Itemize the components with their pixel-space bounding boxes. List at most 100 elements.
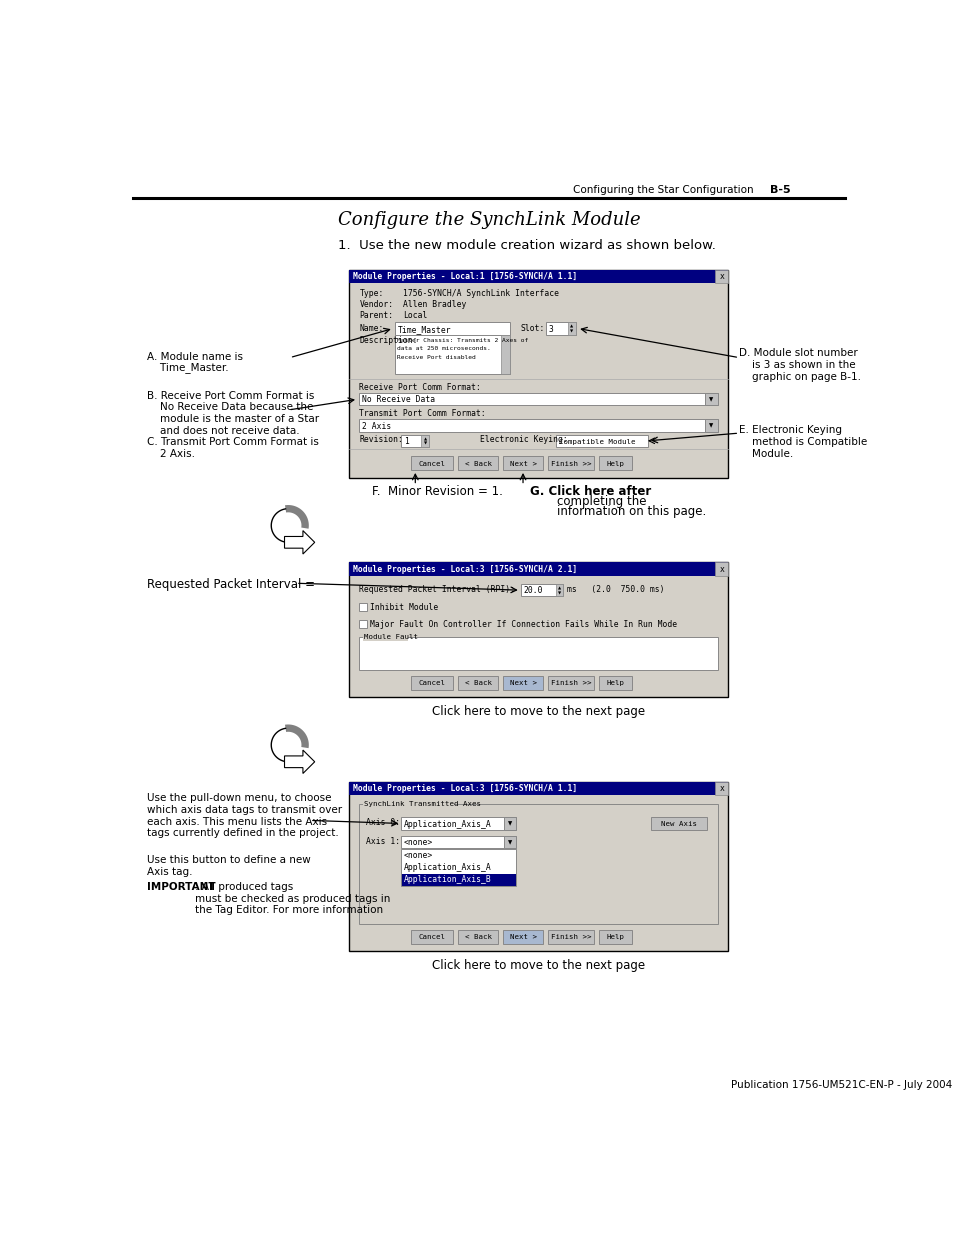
Text: Slot:: Slot: — [520, 324, 544, 332]
Text: Master Chassis: Transmits 2 Axes of: Master Chassis: Transmits 2 Axes of — [397, 337, 528, 342]
Text: Cancel: Cancel — [417, 680, 445, 687]
Text: ▼: ▼ — [558, 592, 560, 595]
Text: Help: Help — [605, 680, 623, 687]
Text: Module Properties - Local:3 [1756-SYNCH/A 2.1]: Module Properties - Local:3 [1756-SYNCH/… — [353, 564, 577, 574]
Text: x: x — [719, 564, 724, 574]
Bar — [547, 456, 594, 471]
Bar — [348, 562, 728, 698]
Text: Major Fault On Controller If Connection Fails While In Run Mode: Major Fault On Controller If Connection … — [370, 620, 677, 629]
Text: Requested Packet Interval =: Requested Packet Interval = — [147, 578, 314, 590]
Text: <none>: <none> — [403, 839, 433, 847]
Bar — [598, 676, 631, 689]
Text: x: x — [719, 272, 724, 282]
Bar — [359, 620, 367, 627]
Bar — [715, 562, 728, 576]
Bar — [503, 836, 516, 848]
Text: 20.0: 20.0 — [522, 587, 542, 595]
Text: : All produced tags
must be checked as produced tags in
the Tag Editor. For more: : All produced tags must be checked as p… — [195, 882, 390, 915]
Text: Time_Master: Time_Master — [397, 325, 451, 333]
Polygon shape — [285, 505, 309, 529]
Text: information on this page.: information on this page. — [542, 505, 706, 519]
Text: Application_Axis_A: Application_Axis_A — [403, 863, 491, 872]
Text: Transmit Port Comm Format:: Transmit Port Comm Format: — [359, 409, 486, 419]
Text: Click here to move to the next page: Click here to move to the next page — [432, 960, 644, 972]
Text: Axis 1:: Axis 1: — [365, 836, 399, 846]
Bar — [421, 435, 429, 447]
Bar — [348, 270, 728, 478]
Text: Configure the SynchLink Module: Configure the SynchLink Module — [337, 211, 639, 230]
Text: Cancel: Cancel — [417, 935, 445, 940]
Text: Receive Port disabled: Receive Port disabled — [397, 354, 476, 359]
Text: IMPORTANT: IMPORTANT — [147, 882, 215, 892]
Text: ▼: ▼ — [708, 398, 713, 403]
Bar — [362, 634, 407, 641]
Bar — [359, 393, 717, 405]
Bar — [503, 818, 516, 830]
Text: ▼: ▼ — [423, 442, 427, 446]
Text: ▼: ▼ — [507, 840, 512, 845]
Bar — [500, 336, 509, 374]
Text: Local: Local — [402, 311, 427, 320]
Bar — [410, 456, 453, 471]
Bar — [348, 562, 728, 576]
Text: Parent:: Parent: — [359, 311, 394, 320]
Bar — [348, 782, 728, 795]
Text: Time_Master.: Time_Master. — [147, 362, 229, 373]
Bar — [359, 603, 367, 611]
Bar — [547, 676, 594, 689]
Polygon shape — [285, 725, 309, 748]
Text: < Back: < Back — [464, 935, 491, 940]
Bar — [395, 322, 509, 335]
Bar — [567, 322, 575, 335]
Text: Name:: Name: — [359, 324, 383, 332]
Bar — [715, 782, 728, 795]
Text: ▼: ▼ — [570, 330, 573, 333]
Polygon shape — [284, 531, 314, 555]
Bar — [547, 930, 594, 944]
Polygon shape — [284, 750, 314, 773]
Text: Click here to move to the next page: Click here to move to the next page — [432, 705, 644, 718]
Text: No Receive Data: No Receive Data — [361, 395, 435, 405]
Text: Type:: Type: — [359, 289, 383, 298]
Bar — [502, 930, 542, 944]
Text: Cancel: Cancel — [417, 461, 445, 467]
Text: x: x — [719, 784, 724, 793]
Text: E. Electronic Keying
    method is Compatible
    Module.: E. Electronic Keying method is Compatibl… — [739, 425, 866, 458]
Text: 2 Axis: 2 Axis — [361, 421, 391, 431]
Bar — [410, 930, 453, 944]
Text: G. Click here after: G. Click here after — [530, 485, 651, 499]
Bar — [704, 419, 717, 431]
Text: Application_Axis_B: Application_Axis_B — [403, 876, 491, 884]
Bar — [401, 836, 516, 848]
Text: 1.  Use the new module creation wizard as shown below.: 1. Use the new module creation wizard as… — [337, 240, 715, 252]
Bar — [715, 270, 728, 283]
Bar — [520, 584, 562, 597]
Text: Configuring the Star Configuration: Configuring the Star Configuration — [572, 185, 753, 195]
Text: A. Module name is: A. Module name is — [147, 352, 243, 362]
Text: 1: 1 — [403, 437, 408, 446]
Text: 1756-SYNCH/A SynchLink Interface: 1756-SYNCH/A SynchLink Interface — [402, 289, 558, 298]
Bar — [348, 270, 728, 283]
Text: B. Receive Port Comm Format is
    No Receive Data because the
    module is the: B. Receive Port Comm Format is No Receiv… — [147, 390, 319, 458]
Text: Module Properties - Local:1 [1756-SYNCH/A 1.1]: Module Properties - Local:1 [1756-SYNCH/… — [353, 272, 577, 282]
Bar — [598, 930, 631, 944]
Text: Use this button to define a new
Axis tag.: Use this button to define a new Axis tag… — [147, 855, 311, 877]
Text: < Back: < Back — [464, 461, 491, 467]
Text: Finish >>: Finish >> — [550, 461, 591, 467]
Bar — [395, 336, 509, 374]
Bar — [401, 861, 516, 873]
Text: Finish >>: Finish >> — [550, 680, 591, 687]
Bar — [546, 322, 575, 335]
Bar — [650, 818, 706, 830]
Text: Next >: Next > — [509, 461, 536, 467]
Bar — [401, 435, 429, 447]
Text: Receive Port Comm Format:: Receive Port Comm Format: — [359, 383, 481, 391]
Text: Help: Help — [605, 461, 623, 467]
Bar — [359, 637, 717, 671]
Text: Requested Packet Interval (RPI):: Requested Packet Interval (RPI): — [359, 585, 515, 594]
Text: ▲: ▲ — [558, 587, 560, 590]
Text: Finish >>: Finish >> — [550, 935, 591, 940]
Text: SynchLink Transmitted Axes: SynchLink Transmitted Axes — [364, 802, 480, 808]
Bar — [348, 782, 728, 951]
Text: Electronic Keying:: Electronic Keying: — [480, 436, 568, 445]
